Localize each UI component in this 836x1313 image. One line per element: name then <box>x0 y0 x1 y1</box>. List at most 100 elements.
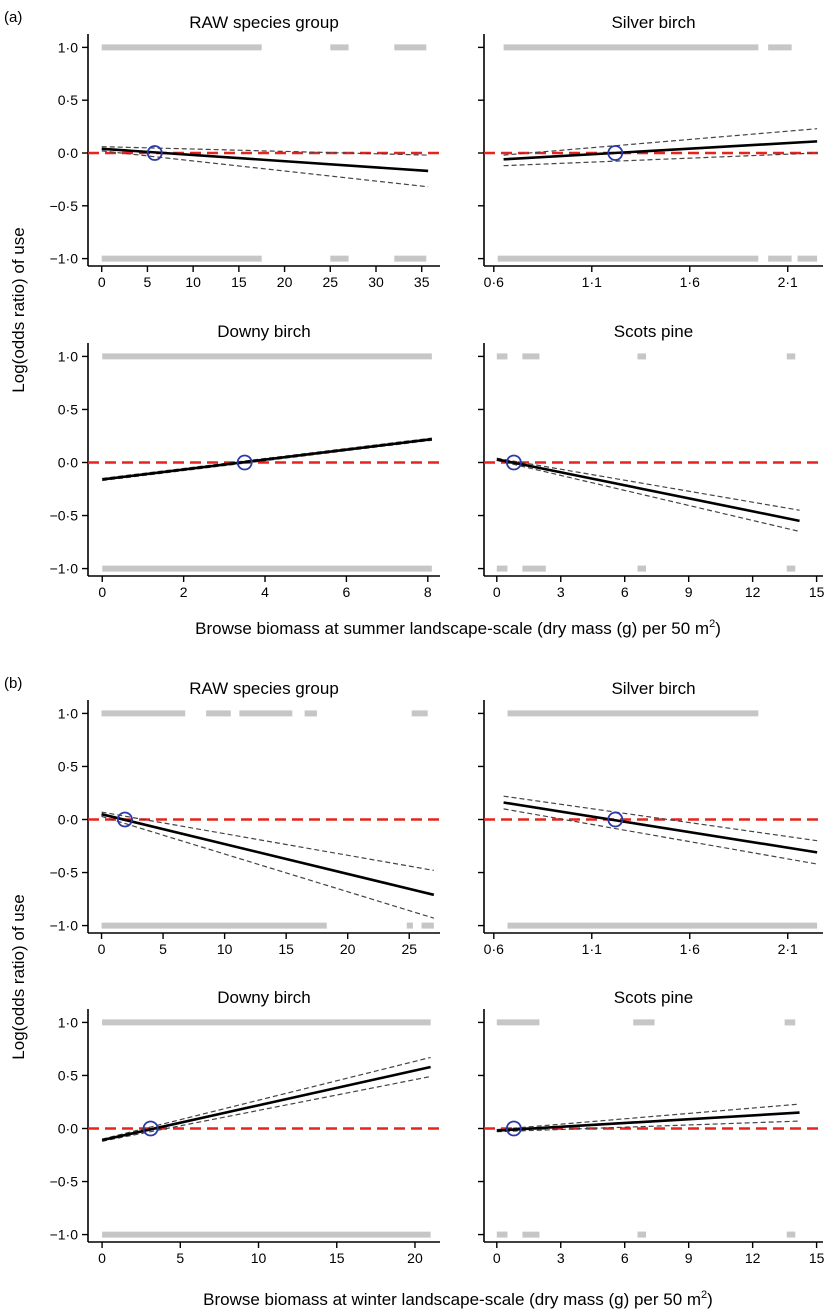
panel-title: RAW species group <box>189 13 339 32</box>
y-tick-label: 1·0 <box>58 39 78 55</box>
ci-upper-line <box>101 146 429 156</box>
panel-a-4: Scots pine 0 3 6 9 12 15 <box>478 322 825 600</box>
ci-upper-line <box>101 811 434 872</box>
ci-lower-line <box>496 459 800 533</box>
panel-title: Scots pine <box>614 988 693 1007</box>
x-tick-label: 0 <box>493 1250 501 1266</box>
x-tick-label: 2 <box>180 584 188 600</box>
panel-b-4: Scots pine 0 3 6 9 12 15 <box>478 988 825 1266</box>
ci-upper-line <box>496 457 800 511</box>
ci-upper-line <box>101 1056 431 1140</box>
x-tick-label: 0·6 <box>484 941 504 957</box>
reference-circle-marker <box>117 811 133 828</box>
y-tick-label: −1·0 <box>50 561 79 577</box>
x-axis-label-b: Browse biomass at winter landscape-scale… <box>203 1289 713 1309</box>
y-axis-label-a: Log(odds ratio) of use <box>9 227 28 392</box>
x-tick-label: 0 <box>98 1250 106 1266</box>
x-tick-label: 15 <box>231 274 247 290</box>
fit-line <box>503 801 818 854</box>
x-tick-label: 10 <box>185 274 201 290</box>
reference-circle-marker <box>142 1120 159 1137</box>
ci-upper-line <box>503 795 818 842</box>
reference-circle-marker <box>607 145 624 161</box>
x-tick-label: 25 <box>322 274 338 290</box>
ci-upper-line <box>496 1103 800 1131</box>
y-tick-label: −0·5 <box>50 865 79 881</box>
panel-a-2: Silver birch 0·6 1·1 1·6 2·1 <box>478 13 823 290</box>
x-tick-label: 15 <box>278 941 294 957</box>
y-tick-label: −0·5 <box>50 1174 79 1190</box>
x-tick-label: 6 <box>621 584 629 600</box>
y-tick-label: −0·5 <box>50 198 79 214</box>
y-tick-label: 0·5 <box>58 92 78 108</box>
x-tick-label: 15 <box>329 1250 345 1266</box>
x-tick-label: 3 <box>557 584 565 600</box>
panel-a-3: Downy birch 1·0 0·5 0·0 −0·5 −1·0 0 2 4 6 8 <box>50 322 440 600</box>
panel-b-1: RAW species group 1·0 0·5 0·0 −0·5 −1·0 0 5 10 15… <box>50 679 440 957</box>
y-axis-label-b: Log(odds ratio) of use <box>9 894 28 1059</box>
y-tick-label: 1·0 <box>58 705 78 721</box>
x-tick-label: 15 <box>809 584 825 600</box>
y-tick-label: −1·0 <box>50 251 79 267</box>
panel-title: Downy birch <box>217 322 311 341</box>
x-tick-label: 1·1 <box>582 941 602 957</box>
panel-title: Silver birch <box>611 13 695 32</box>
ci-lower-line <box>101 815 435 919</box>
x-tick-label: 20 <box>407 1250 423 1266</box>
y-tick-label: 0·0 <box>58 145 78 161</box>
x-tick-label: 35 <box>414 274 430 290</box>
panel-title: RAW species group <box>189 679 339 698</box>
x-tick-label: 6 <box>621 1250 629 1266</box>
x-tick-label: 12 <box>745 1250 761 1266</box>
x-tick-label: 20 <box>340 941 356 957</box>
panel-letter-b: (b) <box>4 675 22 692</box>
x-tick-label: 0 <box>98 274 106 290</box>
panel-title: Downy birch <box>217 988 311 1007</box>
reference-circle-marker <box>505 1120 522 1137</box>
ci-upper-line <box>503 128 818 156</box>
y-tick-label: −0·5 <box>50 508 79 524</box>
x-tick-label: 5 <box>159 941 167 957</box>
ci-lower-line <box>503 152 818 167</box>
y-tick-label: 0·0 <box>58 455 78 471</box>
x-tick-label: 9 <box>685 1250 693 1266</box>
x-tick-label: 25 <box>401 941 417 957</box>
y-tick-label: −1·0 <box>50 918 79 934</box>
y-tick-label: 0·5 <box>58 401 78 417</box>
y-tick-label: 1·0 <box>58 1014 78 1030</box>
panel-letter-a: (a) <box>4 9 22 26</box>
panel-title: Silver birch <box>611 679 695 698</box>
x-tick-label: 0 <box>98 584 106 600</box>
x-tick-label: 15 <box>809 1250 825 1266</box>
y-tick-label: −1·0 <box>50 1227 79 1243</box>
fit-line <box>496 1111 800 1132</box>
fit-line <box>496 458 800 523</box>
x-tick-label: 5 <box>144 274 152 290</box>
y-tick-label: 0·5 <box>58 758 78 774</box>
ci-lower-line <box>101 150 429 188</box>
x-tick-label: 5 <box>176 1250 184 1266</box>
y-tick-label: 0·0 <box>58 1121 78 1137</box>
reference-circle-marker <box>146 145 163 161</box>
x-tick-label: 1·1 <box>582 274 602 290</box>
x-tick-label: 2·1 <box>778 941 798 957</box>
x-tick-label: 0 <box>493 584 501 600</box>
x-tick-label: 2·1 <box>778 274 798 290</box>
y-tick-label: 1·0 <box>58 348 78 364</box>
ci-lower-line <box>503 808 818 865</box>
x-tick-label: 0 <box>98 941 106 957</box>
x-tick-label: 4 <box>261 584 269 600</box>
reference-circle-marker <box>607 811 624 828</box>
panel-a-1: RAW species group 1·0 0·5 0·0 −0·5 −1·0 0 5 10 15… <box>50 13 440 290</box>
y-tick-label: 0·5 <box>58 1067 78 1083</box>
panel-b-2: Silver birch 0·6 1·1 1·6 2·1 <box>478 679 823 957</box>
ci-lower-line <box>101 1075 431 1142</box>
x-tick-label: 10 <box>217 941 233 957</box>
x-tick-label: 6 <box>343 584 351 600</box>
x-axis-label-a: Browse biomass at summer landscape-scale… <box>195 618 721 638</box>
y-tick-label: 0·0 <box>58 812 78 828</box>
x-tick-label: 3 <box>557 1250 565 1266</box>
reference-circle-marker <box>236 454 253 471</box>
x-tick-label: 9 <box>685 584 693 600</box>
x-tick-label: 30 <box>368 274 384 290</box>
